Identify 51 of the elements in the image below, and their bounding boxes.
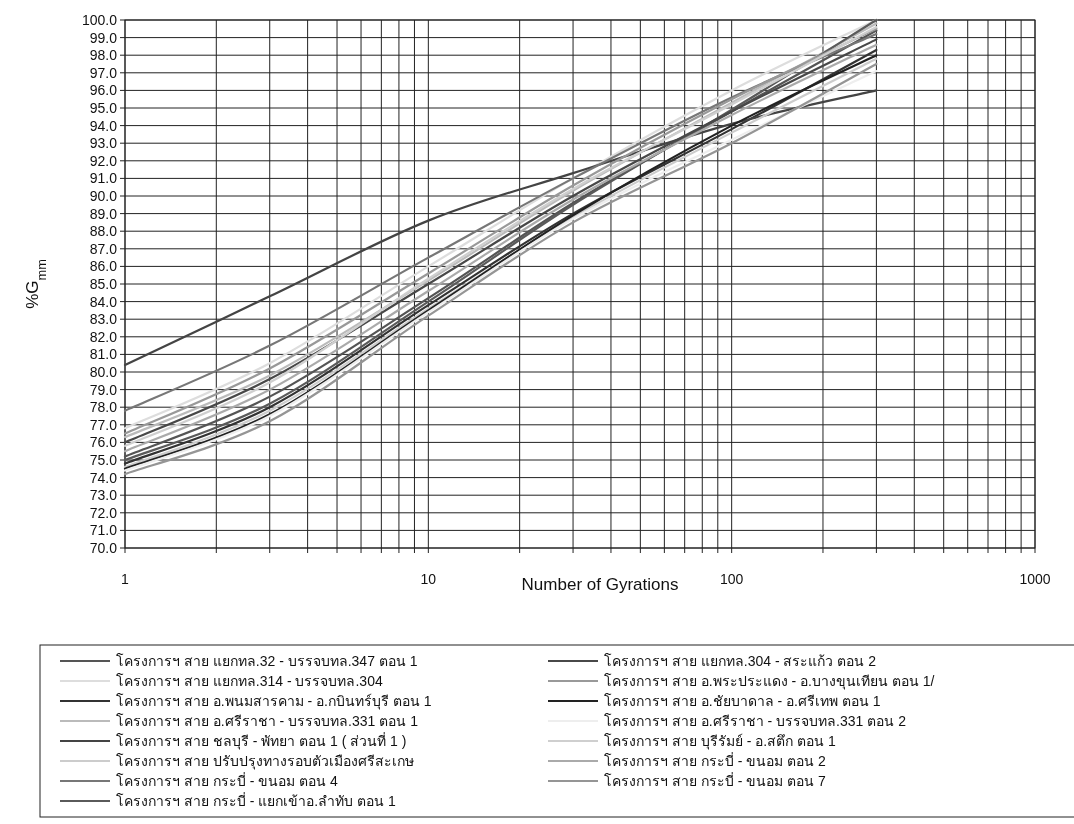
y-tick-label: 80.0: [89, 364, 118, 380]
legend-label: โครงการฯ สาย อ.ศรีราชา - บรรจบทล.331 ตอน 2: [604, 713, 907, 729]
legend-label: โครงการฯ สาย อ.พนมสารคาม - อ.กบินทร์บุรี ตอน 1: [116, 693, 432, 710]
y-tick-label: 71.0: [89, 522, 118, 539]
legend-label: โครงการฯ สาย อ.ชัยบาดาล - อ.ศรีเทพ ตอน 1: [604, 693, 881, 709]
legend-label: โครงการฯ สาย กระบี่ - แยกเข้าอ.ลำทับ ตอน 1: [116, 792, 396, 809]
legend-label: โครงการฯ สาย ชลบุรี - พัทยา ตอน 1 ( ส่วนที่ 1 ): [116, 732, 407, 750]
y-tick-label: 87.0: [89, 240, 118, 257]
legend-label: โครงการฯ สาย แยกทล.314 - บรรจบทล.304: [116, 673, 383, 689]
y-tick-label: 90.0: [89, 188, 118, 204]
legend-label: โครงการฯ สาย กระบี่ - ขนอม ตอน 7: [604, 772, 826, 789]
legend-label: โครงการฯ สาย กระบี่ - ขนอม ตอน 4: [116, 772, 338, 789]
y-tick-label: 77.0: [89, 416, 118, 433]
y-tick-label: 88.0: [89, 223, 118, 240]
legend-label: โครงการฯ สาย อ.พระประแดง - อ.บางขุนเทียน ตอน 1/: [604, 673, 935, 690]
y-tick-label: 84.0: [89, 293, 118, 310]
y-tick-label: 93.0: [89, 135, 118, 152]
legend-label: โครงการฯ สาย แยกทล.304 - สระแก้ว ตอน 2: [604, 653, 877, 669]
x-tick-label: 1000: [1019, 571, 1051, 587]
y-tick-label: 94.0: [89, 117, 118, 134]
y-tick-label: 79.0: [89, 381, 118, 398]
y-tick-label: 78.0: [89, 399, 118, 416]
y-tick-label: 98.0: [89, 47, 118, 64]
y-tick-label: 97.0: [89, 64, 118, 81]
y-tick-label: 99.0: [89, 29, 118, 46]
x-tick-label: 10: [420, 571, 437, 587]
y-tick-label: 74.0: [89, 469, 118, 486]
y-tick-label: 73.0: [89, 487, 118, 504]
y-tick-label: 86.0: [89, 258, 118, 275]
y-tick-label: 100.0: [81, 12, 118, 28]
legend-label: โครงการฯ สาย อ.ศรีราชา - บรรจบทล.331 ตอน 1: [116, 713, 419, 729]
x-tick-label: 100: [719, 571, 744, 587]
legend-label: โครงการฯ สาย กระบี่ - ขนอม ตอน 2: [604, 752, 826, 769]
y-tick-label: 82.0: [89, 328, 118, 345]
y-tick-label: 83.0: [89, 311, 118, 328]
y-tick-label: 85.0: [89, 276, 118, 292]
y-tick-label: 91.0: [89, 170, 118, 187]
y-tick-label: 92.0: [89, 152, 118, 169]
x-tick-label: 1: [121, 571, 130, 587]
y-tick-label: 70.0: [89, 540, 118, 556]
y-tick-label: 95.0: [89, 100, 118, 116]
legend-label: โครงการฯ สาย บุรีรัมย์ - อ.สตึก ตอน 1: [604, 733, 836, 750]
y-tick-label: 81.0: [89, 346, 118, 363]
y-tick-label: 76.0: [89, 434, 118, 451]
y-tick-label: 96.0: [89, 82, 118, 99]
legend-label: โครงการฯ สาย แยกทล.32 - บรรจบทล.347 ตอน 1: [116, 653, 418, 669]
x-axis-title: Number of Gyrations: [521, 575, 679, 594]
y-tick-label: 89.0: [89, 205, 118, 222]
y-tick-label: 75.0: [89, 452, 118, 468]
y-tick-label: 72.0: [89, 504, 118, 521]
legend-label: โครงการฯ สาย ปรับปรุงทางรอบตัวเมืองศรีสะเกษ: [116, 753, 414, 770]
